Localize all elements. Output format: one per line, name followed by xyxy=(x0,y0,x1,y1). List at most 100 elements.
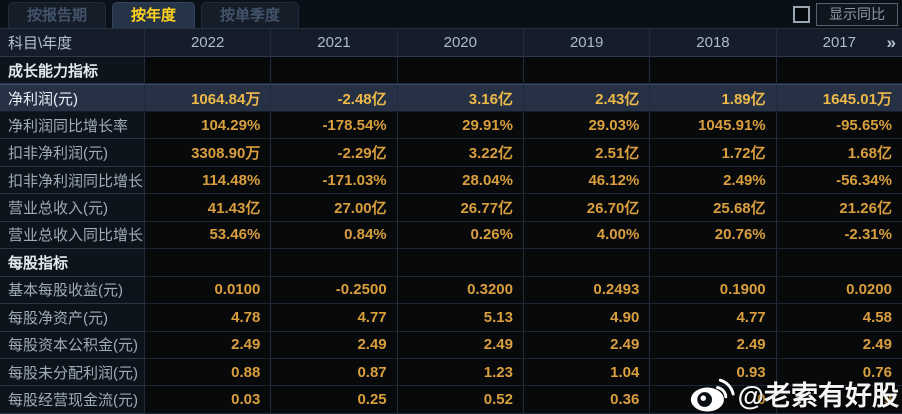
cell-2017: 1645.01万 xyxy=(776,84,902,112)
table-row[interactable]: 每股资本公积金(元) 2.49 2.49 2.49 2.49 2.49 2.49 xyxy=(0,331,902,359)
row-label: 净利润同比增长率 xyxy=(0,111,145,140)
cell-2020: 5.13 xyxy=(397,304,524,332)
row-label: 营业总收入(元) xyxy=(0,194,145,222)
row-label: 扣非净利润(元) xyxy=(0,139,145,167)
table-row[interactable]: 每股经营现金流(元) 0.03 0.25 0.52 0.36 0 9 xyxy=(0,386,902,414)
cell-2020: 2.49 xyxy=(397,331,524,359)
cell-2021: 0.25 xyxy=(271,386,398,414)
cell-2020: 28.04% xyxy=(397,166,524,195)
cell-2019 xyxy=(523,249,651,277)
tab-bar: 按报告期 按年度 按单季度 显示同比 xyxy=(0,0,902,29)
cell-2018: 1045.91% xyxy=(650,111,777,140)
corner-header: 科目\年度 xyxy=(0,29,145,57)
cell-2022 xyxy=(145,57,272,85)
table-row[interactable]: 营业总收入(元) 41.43亿 27.00亿 26.77亿 26.70亿 25.… xyxy=(0,194,902,222)
cell-2021: 27.00亿 xyxy=(271,194,398,222)
cell-2022: 1064.84万 xyxy=(145,84,272,112)
cell-2019: 46.12% xyxy=(523,166,651,195)
table-row[interactable]: 每股未分配利润(元) 0.88 0.87 1.23 1.04 0.93 0.76 xyxy=(0,358,902,387)
year-column-2018[interactable]: 2018 xyxy=(650,29,777,57)
row-label: 每股资本公积金(元) xyxy=(0,331,145,359)
cell-2017: 21.26亿 xyxy=(776,194,902,222)
cell-2020: 29.91% xyxy=(397,111,524,140)
cell-2017: 1.68亿 xyxy=(776,139,902,167)
cell-2018: 0.1900 xyxy=(650,276,777,305)
cell-2020: 3.22亿 xyxy=(397,139,524,167)
year-column-2017[interactable]: 2017 » xyxy=(776,29,902,57)
row-label: 每股净资产(元) xyxy=(0,304,145,332)
cell-2021: -2.29亿 xyxy=(271,139,398,167)
cell-2022: 0.0100 xyxy=(145,276,272,305)
tab-by-report-period[interactable]: 按报告期 xyxy=(8,2,107,28)
cell-2022: 4.78 xyxy=(145,304,272,332)
cell-2017 xyxy=(776,249,902,277)
show-yoy-checkbox[interactable] xyxy=(793,6,810,23)
cell-2021: -2.48亿 xyxy=(271,84,398,112)
cell-2018 xyxy=(650,249,777,277)
table-row[interactable]: 净利润(元) 1064.84万 -2.48亿 3.16亿 2.43亿 1.89亿… xyxy=(0,84,902,112)
row-label: 基本每股收益(元) xyxy=(0,276,145,305)
cell-2019: 2.49 xyxy=(523,331,651,359)
table-row[interactable]: 扣非净利润同比增长率 114.48% -171.03% 28.04% 46.12… xyxy=(0,166,902,195)
year-column-2019[interactable]: 2019 xyxy=(523,29,651,57)
cell-2020: 0.52 xyxy=(397,386,524,414)
more-columns-icon[interactable]: » xyxy=(886,32,896,52)
cell-2021: -178.54% xyxy=(271,111,398,140)
row-label: 每股未分配利润(元) xyxy=(0,358,145,387)
cell-2019: 2.43亿 xyxy=(523,84,651,112)
cell-2019: 4.90 xyxy=(523,304,651,332)
row-label: 每股指标 xyxy=(0,249,145,277)
cell-2017: 0.0200 xyxy=(776,276,902,305)
year-column-2021[interactable]: 2021 xyxy=(271,29,398,57)
cell-2021: 0.87 xyxy=(271,358,398,387)
table-row[interactable]: 扣非净利润(元) 3308.90万 -2.29亿 3.22亿 2.51亿 1.7… xyxy=(0,139,902,167)
cell-2018: 0.93 xyxy=(650,358,777,387)
tab-by-quarter[interactable]: 按单季度 xyxy=(201,2,300,28)
cell-2017: 2.49 xyxy=(776,331,902,359)
cell-2019: 1.04 xyxy=(523,358,651,387)
cell-2021: 0.84% xyxy=(271,221,398,250)
cell-2018: 2.49 xyxy=(650,331,777,359)
cell-2018: 4.77 xyxy=(650,304,777,332)
year-column-2022[interactable]: 2022 xyxy=(145,29,272,57)
cell-2022: 53.46% xyxy=(145,221,272,250)
cell-2020: 26.77亿 xyxy=(397,194,524,222)
indicators-table: 科目\年度 2022 2021 2020 2019 2018 2017 » 成长… xyxy=(0,29,902,414)
cell-2022 xyxy=(145,249,272,277)
cell-2021: 4.77 xyxy=(271,304,398,332)
cell-2017: 0.76 xyxy=(776,358,902,387)
cell-2019: 0.36 xyxy=(523,386,651,414)
table-row[interactable]: 成长能力指标 xyxy=(0,57,902,85)
cell-2021: -171.03% xyxy=(271,166,398,195)
cell-2018: 25.68亿 xyxy=(650,194,777,222)
tab-by-year[interactable]: 按年度 xyxy=(112,2,196,28)
table-row[interactable]: 基本每股收益(元) 0.0100 -0.2500 0.3200 0.2493 0… xyxy=(0,276,902,305)
cell-2018: 20.76% xyxy=(650,221,777,250)
cell-2021 xyxy=(271,57,398,85)
year-column-2020[interactable]: 2020 xyxy=(397,29,524,57)
cell-2019: 0.2493 xyxy=(523,276,651,305)
table-row[interactable]: 每股指标 xyxy=(0,249,902,277)
cell-2020: 0.26% xyxy=(397,221,524,250)
cell-2021 xyxy=(271,249,398,277)
cell-2020: 0.3200 xyxy=(397,276,524,305)
table-row[interactable]: 净利润同比增长率 104.29% -178.54% 29.91% 29.03% … xyxy=(0,111,902,140)
cell-2020 xyxy=(397,249,524,277)
cell-2019: 29.03% xyxy=(523,111,651,140)
show-yoy-button[interactable]: 显示同比 xyxy=(816,3,898,26)
cell-2018: 0 xyxy=(650,386,777,414)
table-row[interactable]: 每股净资产(元) 4.78 4.77 5.13 4.90 4.77 4.58 xyxy=(0,304,902,332)
cell-2019: 4.00% xyxy=(523,221,651,250)
cell-2017: 4.58 xyxy=(776,304,902,332)
cell-2017: -2.31% xyxy=(776,221,902,250)
show-yoy-control: 显示同比 xyxy=(793,3,898,26)
cell-2022: 2.49 xyxy=(145,331,272,359)
row-label: 营业总收入同比增长率 xyxy=(0,221,145,250)
row-label: 扣非净利润同比增长率 xyxy=(0,166,145,195)
cell-2022: 0.88 xyxy=(145,358,272,387)
cell-2020: 1.23 xyxy=(397,358,524,387)
cell-2022: 104.29% xyxy=(145,111,272,140)
cell-2022: 114.48% xyxy=(145,166,272,195)
table-row[interactable]: 营业总收入同比增长率 53.46% 0.84% 0.26% 4.00% 20.7… xyxy=(0,221,902,250)
